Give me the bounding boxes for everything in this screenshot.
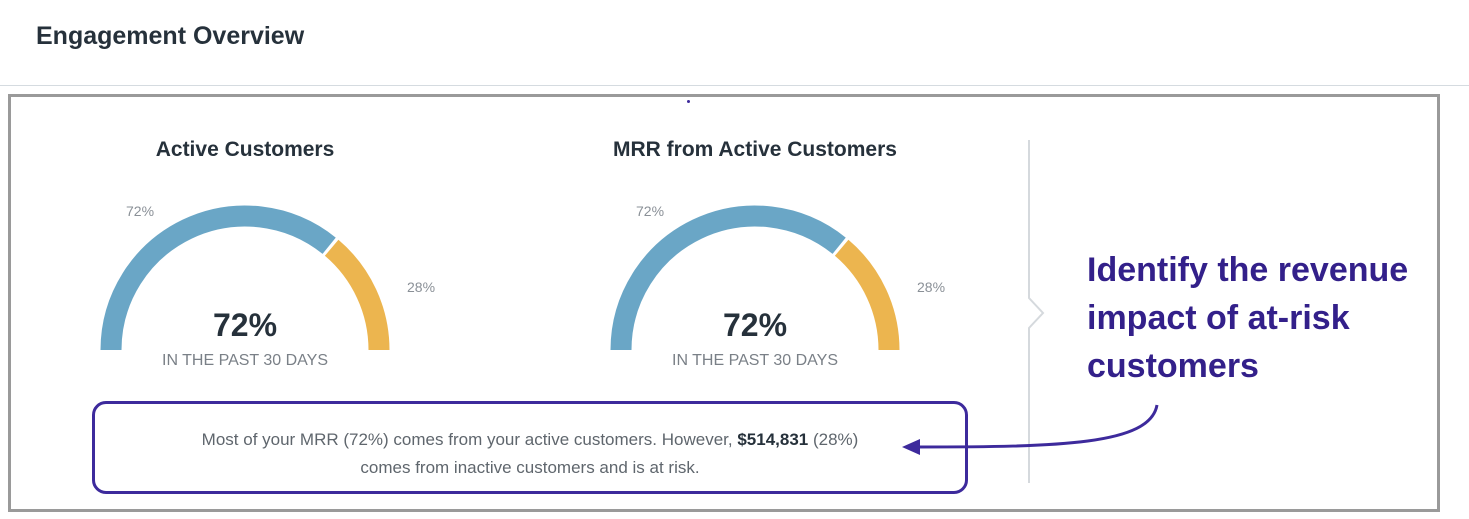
page-title: Engagement Overview bbox=[36, 22, 305, 50]
gauge-active-arc bbox=[100, 205, 336, 351]
gauge-subtitle: IN THE PAST 30 DAYS bbox=[162, 352, 328, 369]
gauge-mrr-active-customers bbox=[610, 205, 900, 351]
gauge-inactive-label: 28% bbox=[407, 279, 436, 295]
gauge-active-label: 72% bbox=[126, 203, 155, 219]
gauge-active-arc bbox=[610, 205, 846, 351]
gauge-title: MRR from Active Customers bbox=[613, 138, 897, 161]
summary-text: Most of your MRR (72%) comes from your a… bbox=[92, 426, 968, 482]
gauge-center-value: 72% bbox=[212, 307, 278, 343]
gauge-center-value: 72% bbox=[722, 307, 788, 343]
gauge-subtitle: IN THE PAST 30 DAYS bbox=[672, 352, 838, 369]
summary-line2: comes from inactive customers and is at … bbox=[360, 458, 700, 477]
arrow-head-icon bbox=[902, 439, 920, 455]
gauge-active-label: 72% bbox=[636, 203, 665, 219]
gauge-inactive-label: 28% bbox=[917, 279, 946, 295]
section-divider bbox=[1028, 140, 1045, 483]
summary-highlight-box bbox=[92, 401, 968, 494]
marker-dot bbox=[687, 100, 690, 103]
at-risk-amount: $514,831 bbox=[737, 430, 809, 449]
highlight-frame bbox=[8, 94, 1440, 512]
gauge-inactive-arc bbox=[324, 239, 390, 351]
gauge-inactive-arc bbox=[834, 239, 900, 351]
gauge-title: Active Customers bbox=[155, 138, 335, 161]
summary-part2: (28%) bbox=[808, 430, 859, 449]
summary-part1: Most of your MRR (72%) comes from your a… bbox=[201, 430, 738, 449]
gauge-active-customers bbox=[100, 205, 390, 351]
header-divider bbox=[0, 85, 1469, 86]
callout-text: Identify the revenue impact of at-risk c… bbox=[1087, 251, 1409, 385]
